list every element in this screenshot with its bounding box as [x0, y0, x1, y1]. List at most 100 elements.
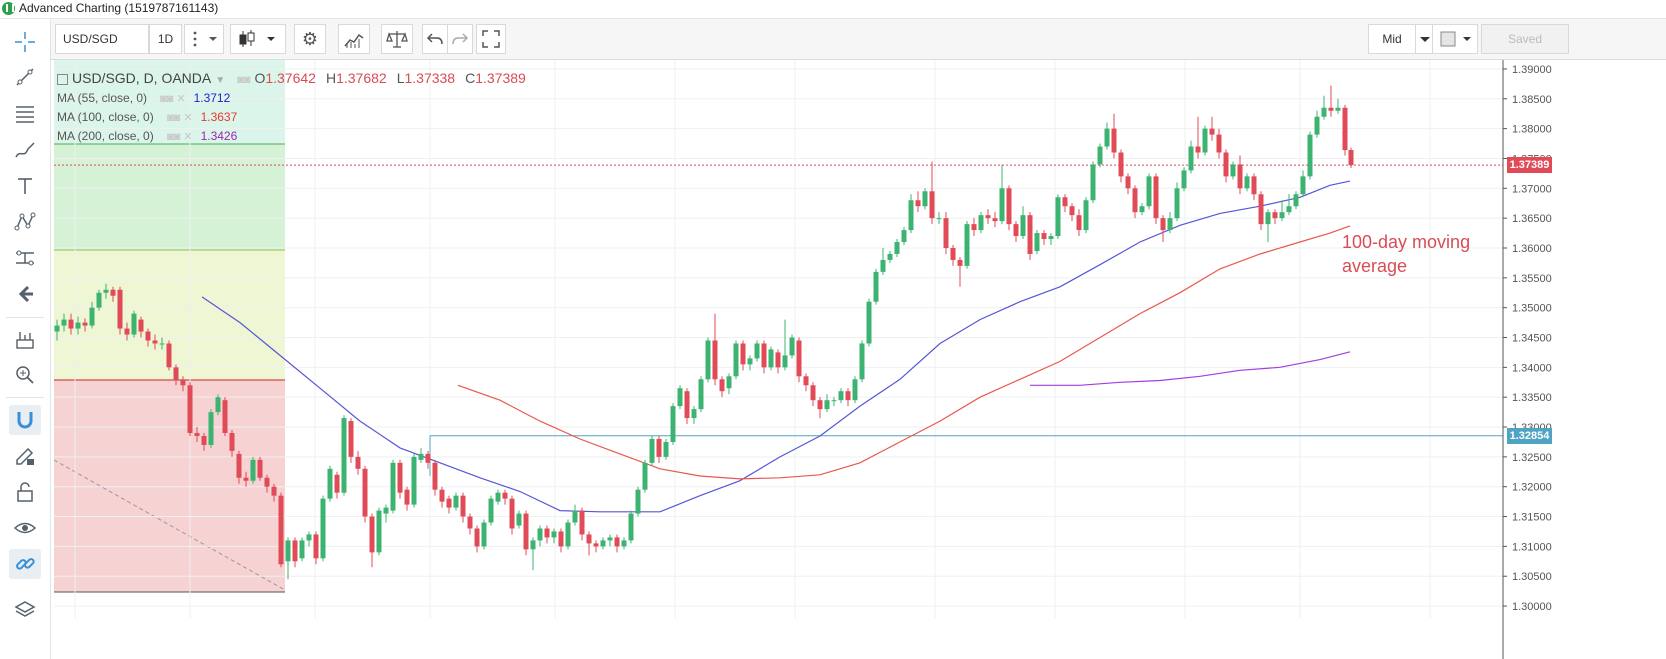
candle	[173, 364, 179, 386]
chevron-down-icon[interactable]: ▼	[215, 75, 226, 86]
candle	[957, 256, 963, 287]
candle	[999, 164, 1005, 225]
ma200-legend-row[interactable]: MA (200, close, 0) ◙◙ ✕ 1.3426	[57, 127, 526, 146]
settings-button[interactable]: ⚙	[294, 24, 326, 54]
candle	[796, 337, 802, 383]
candle	[642, 459, 648, 493]
annotation-line-1: 100-day moving	[1342, 232, 1471, 252]
price-tick-label: 1.32000	[1512, 482, 1552, 494]
brush-icon[interactable]	[9, 135, 41, 165]
redo-button[interactable]	[447, 24, 473, 54]
price-axis[interactable]: 1.390001.385001.380001.375001.370001.365…	[1502, 60, 1552, 659]
candle	[740, 340, 746, 371]
candle	[1118, 149, 1124, 183]
fullscreen-button[interactable]	[476, 24, 506, 54]
candle	[845, 388, 851, 407]
candle	[418, 447, 424, 463]
magnet-icon[interactable]	[9, 405, 41, 435]
candle	[831, 397, 837, 407]
candle	[600, 537, 606, 550]
candle	[96, 289, 102, 311]
collapse-icon[interactable]	[57, 73, 68, 85]
candle	[1293, 191, 1299, 210]
candle	[1286, 194, 1292, 216]
link-icon[interactable]	[9, 549, 41, 579]
candle	[208, 409, 214, 448]
candle	[229, 430, 235, 457]
eye-icon[interactable]	[9, 513, 41, 543]
candle	[971, 218, 977, 237]
candle	[810, 382, 816, 407]
pattern-icon[interactable]	[9, 207, 41, 237]
long-position-icon[interactable]	[9, 325, 41, 355]
candle	[278, 492, 284, 568]
layout-button[interactable]	[1432, 24, 1478, 54]
zoom-icon[interactable]	[9, 360, 41, 390]
window-titlebar: Advanced Charting (1519787161143)	[0, 0, 1666, 19]
trendline-icon[interactable]	[9, 62, 41, 92]
chevron-down-icon	[1420, 37, 1430, 42]
candle	[754, 340, 760, 362]
ma100-legend-row[interactable]: MA (100, close, 0) ◙◙ ✕ 1.3637	[57, 108, 526, 127]
open-value: 1.37642	[265, 70, 316, 86]
candle	[719, 376, 725, 398]
candle	[1090, 161, 1096, 204]
save-button[interactable]: Saved	[1481, 24, 1569, 54]
ma100-line	[457, 225, 1351, 480]
candle	[1328, 85, 1334, 117]
ma-tools-icon[interactable]: ◙◙ ✕	[167, 112, 193, 124]
candle	[537, 525, 543, 547]
price-mode-label: Mid	[1382, 32, 1402, 46]
compare-button[interactable]	[381, 24, 413, 54]
ma100-label: MA (100, close, 0)	[57, 110, 154, 124]
candle	[1076, 209, 1082, 237]
candle	[1335, 98, 1341, 114]
candle	[663, 438, 669, 460]
save-label: Saved	[1507, 32, 1543, 46]
candle	[1265, 209, 1271, 243]
candle	[1181, 167, 1187, 192]
interval-menu-button[interactable]	[184, 24, 224, 54]
candle	[726, 373, 732, 395]
ma55-legend-row[interactable]: MA (55, close, 0) ◙◙ ✕ 1.3712	[57, 89, 526, 108]
candle	[1279, 200, 1285, 222]
candle	[1125, 173, 1131, 195]
text-icon[interactable]	[9, 171, 41, 201]
price-tick-label: 1.37000	[1512, 183, 1552, 195]
symbol-label: USD/SGD	[63, 32, 118, 46]
layers-icon[interactable]	[9, 595, 41, 625]
measure-icon[interactable]	[9, 243, 41, 273]
ma200-label: MA (200, close, 0)	[57, 129, 154, 143]
window-title: Advanced Charting (1519787161143)	[19, 1, 219, 15]
candle	[1314, 110, 1320, 138]
candle	[544, 525, 550, 544]
candle	[299, 537, 305, 562]
indicators-button[interactable]	[338, 24, 370, 54]
lock-icon[interactable]	[9, 477, 41, 507]
candle	[488, 495, 494, 526]
high-value: 1.37682	[336, 70, 387, 86]
candle	[1069, 203, 1075, 222]
symbol-search-input[interactable]: USD/SGD	[55, 24, 149, 54]
chart-type-button[interactable]	[230, 24, 286, 54]
ma-tools-icon[interactable]: ◙◙ ✕	[160, 93, 186, 105]
price-mode-button[interactable]: Mid	[1368, 24, 1416, 54]
lock-draw-icon[interactable]	[9, 441, 41, 471]
scales-icon	[386, 31, 408, 48]
candle	[502, 489, 508, 505]
fullscreen-icon	[482, 30, 500, 48]
interval-button[interactable]: 1D	[149, 24, 182, 54]
legend-tools-icon[interactable]: ◙◙	[237, 74, 251, 86]
crosshair-icon[interactable]	[9, 27, 41, 57]
ma-tools-icon[interactable]: ◙◙ ✕	[167, 131, 193, 143]
fib-zone-top	[54, 60, 285, 144]
candle	[89, 301, 95, 329]
price-tick-label: 1.31500	[1512, 512, 1552, 524]
back-arrow-icon[interactable]	[9, 279, 41, 309]
chevron-down-icon	[209, 37, 217, 41]
candle	[1237, 155, 1243, 195]
fib-retracement-icon[interactable]	[9, 99, 41, 129]
candle	[593, 540, 599, 553]
candle	[250, 456, 256, 484]
